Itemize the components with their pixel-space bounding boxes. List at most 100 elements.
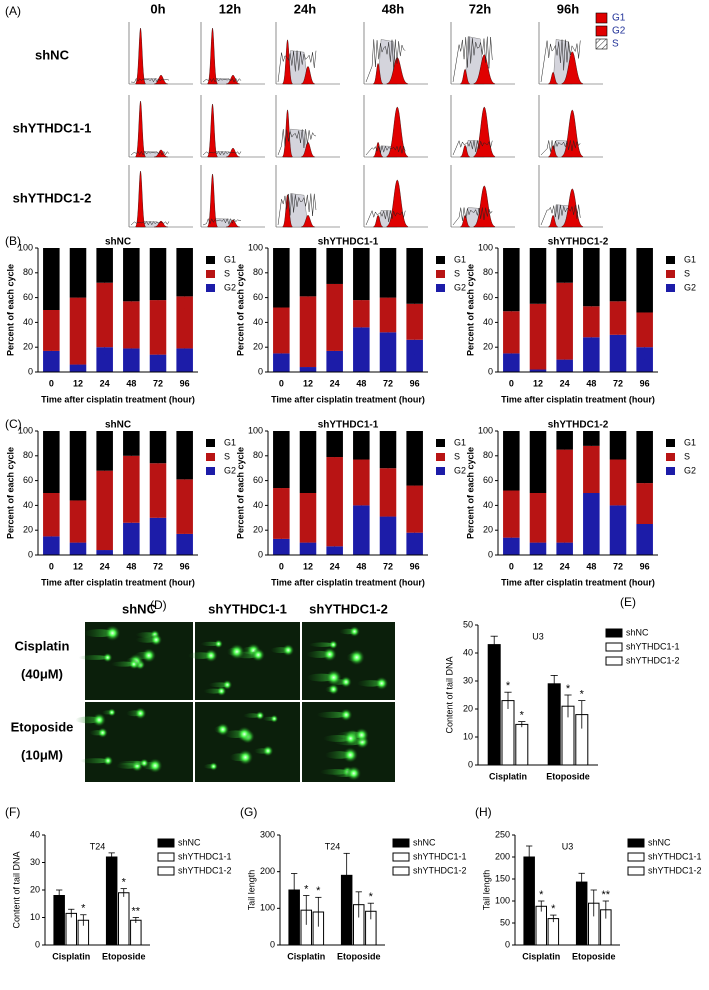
x-tick-label: 96	[410, 378, 420, 388]
hist-g2-peak	[154, 149, 168, 158]
hist-fit-line	[365, 39, 406, 83]
legend-swatch	[666, 256, 675, 264]
chart-title: shNC	[105, 420, 131, 431]
bar-segment	[636, 483, 653, 524]
legend-swatch	[206, 439, 215, 447]
hist-fit-line	[540, 140, 581, 156]
x-tick-label: 12	[303, 378, 313, 388]
y-tick-label: 40	[23, 500, 33, 510]
legend-swatch	[605, 656, 623, 666]
significance: *	[566, 683, 571, 695]
bar	[118, 892, 130, 946]
column-header: 24h	[294, 1, 316, 16]
bar-segment	[69, 542, 87, 555]
bar-segment	[353, 505, 370, 555]
bar-segment	[609, 459, 627, 506]
bar-segment	[406, 303, 423, 340]
bar-segment	[583, 445, 600, 493]
y-tick-label: 20	[30, 884, 40, 894]
comet-head	[134, 707, 147, 720]
legend-swatch	[157, 852, 175, 862]
comet-head	[342, 747, 358, 763]
column-header: 48h	[382, 1, 404, 16]
comet-head	[348, 649, 365, 666]
bar-segment	[43, 310, 60, 351]
y-tick-label: 20	[483, 342, 493, 352]
x-tick-label: 0	[509, 561, 514, 571]
bar-segment	[69, 364, 87, 372]
panel-label: (C)	[5, 417, 22, 431]
hist-g2-peak	[473, 185, 496, 228]
legend-label: S	[454, 451, 460, 461]
hist-g2-peak	[301, 66, 315, 85]
hist-g1-peak	[460, 144, 471, 158]
bar-segment	[503, 431, 520, 491]
bar-segment	[326, 350, 343, 372]
legend-swatch	[595, 25, 608, 37]
bar-segment	[123, 522, 140, 555]
y-axis-label: Tail length	[481, 870, 491, 911]
comet-head	[270, 714, 279, 723]
x-tick-label: 24	[560, 561, 570, 571]
y-tick-label: 200	[260, 866, 275, 876]
chart-title: shYTHDC1-1	[318, 237, 379, 248]
bar-segment	[529, 542, 547, 555]
bar-segment	[96, 470, 113, 551]
bar-segment	[273, 307, 290, 354]
y-axis-label: Percent of each cycle	[465, 447, 475, 539]
bar-segment	[123, 455, 140, 523]
hist-g2-peak	[473, 54, 496, 85]
legend-label: shYTHDC1-2	[626, 655, 680, 665]
comet-tail	[78, 655, 110, 660]
y-tick-label: 300	[260, 829, 275, 839]
hist-g1-peak	[373, 63, 384, 85]
y-tick-label: 50	[463, 619, 473, 629]
y-tick-label: 0	[28, 549, 33, 559]
y-axis-label: Percent of each cycle	[465, 264, 475, 356]
bar-segment	[273, 353, 290, 372]
x-tick-label: 48	[356, 561, 366, 571]
chart-title: shYTHDC1-2	[548, 420, 609, 431]
column-header: 72h	[469, 1, 491, 16]
significance: *	[506, 680, 511, 692]
x-axis-label: Time after cisplatin treatment (hour)	[501, 394, 655, 404]
hist-g1-peak	[460, 68, 471, 85]
x-tick-label: 48	[126, 561, 136, 571]
significance: *	[122, 877, 127, 889]
y-tick-label: 10	[30, 912, 40, 922]
comet-head	[236, 726, 252, 742]
y-axis-label: Percent of each cycle	[5, 264, 15, 356]
y-tick-label: 40	[23, 317, 33, 327]
bar-segment	[299, 542, 317, 555]
x-tick-label: Cisplatin	[287, 951, 325, 961]
y-tick-label: 100	[18, 242, 33, 252]
legend-label: G1	[224, 437, 236, 447]
bar-segment	[353, 248, 370, 301]
legend-swatch	[666, 270, 675, 278]
bar-segment	[69, 431, 87, 501]
hist-g1-peak	[282, 39, 293, 85]
bar-segment	[149, 248, 167, 301]
bar-segment	[353, 327, 370, 372]
bar-segment	[503, 537, 520, 555]
x-axis-label: Time after cisplatin treatment (hour)	[271, 577, 425, 587]
x-tick-label: 96	[640, 378, 650, 388]
legend-label: G2	[454, 282, 466, 292]
comet-head	[346, 766, 362, 781]
legend-label: shYTHDC1-1	[626, 641, 680, 651]
legend-label: shNC	[413, 837, 436, 847]
legend-label: G2	[224, 282, 236, 292]
y-axis-label: Tail length	[246, 870, 256, 911]
bar-segment	[176, 348, 193, 372]
bar-segment	[96, 431, 113, 471]
y-tick-label: 60	[253, 292, 263, 302]
bar-segment	[43, 493, 60, 537]
row-label: shNC	[35, 47, 70, 62]
bar	[105, 856, 118, 946]
bar-segment	[123, 431, 140, 456]
comet-head	[107, 708, 116, 717]
y-tick-label: 60	[483, 292, 493, 302]
x-tick-label: 96	[640, 561, 650, 571]
y-tick-label: 40	[30, 829, 40, 839]
panel-label: (G)	[240, 805, 257, 819]
